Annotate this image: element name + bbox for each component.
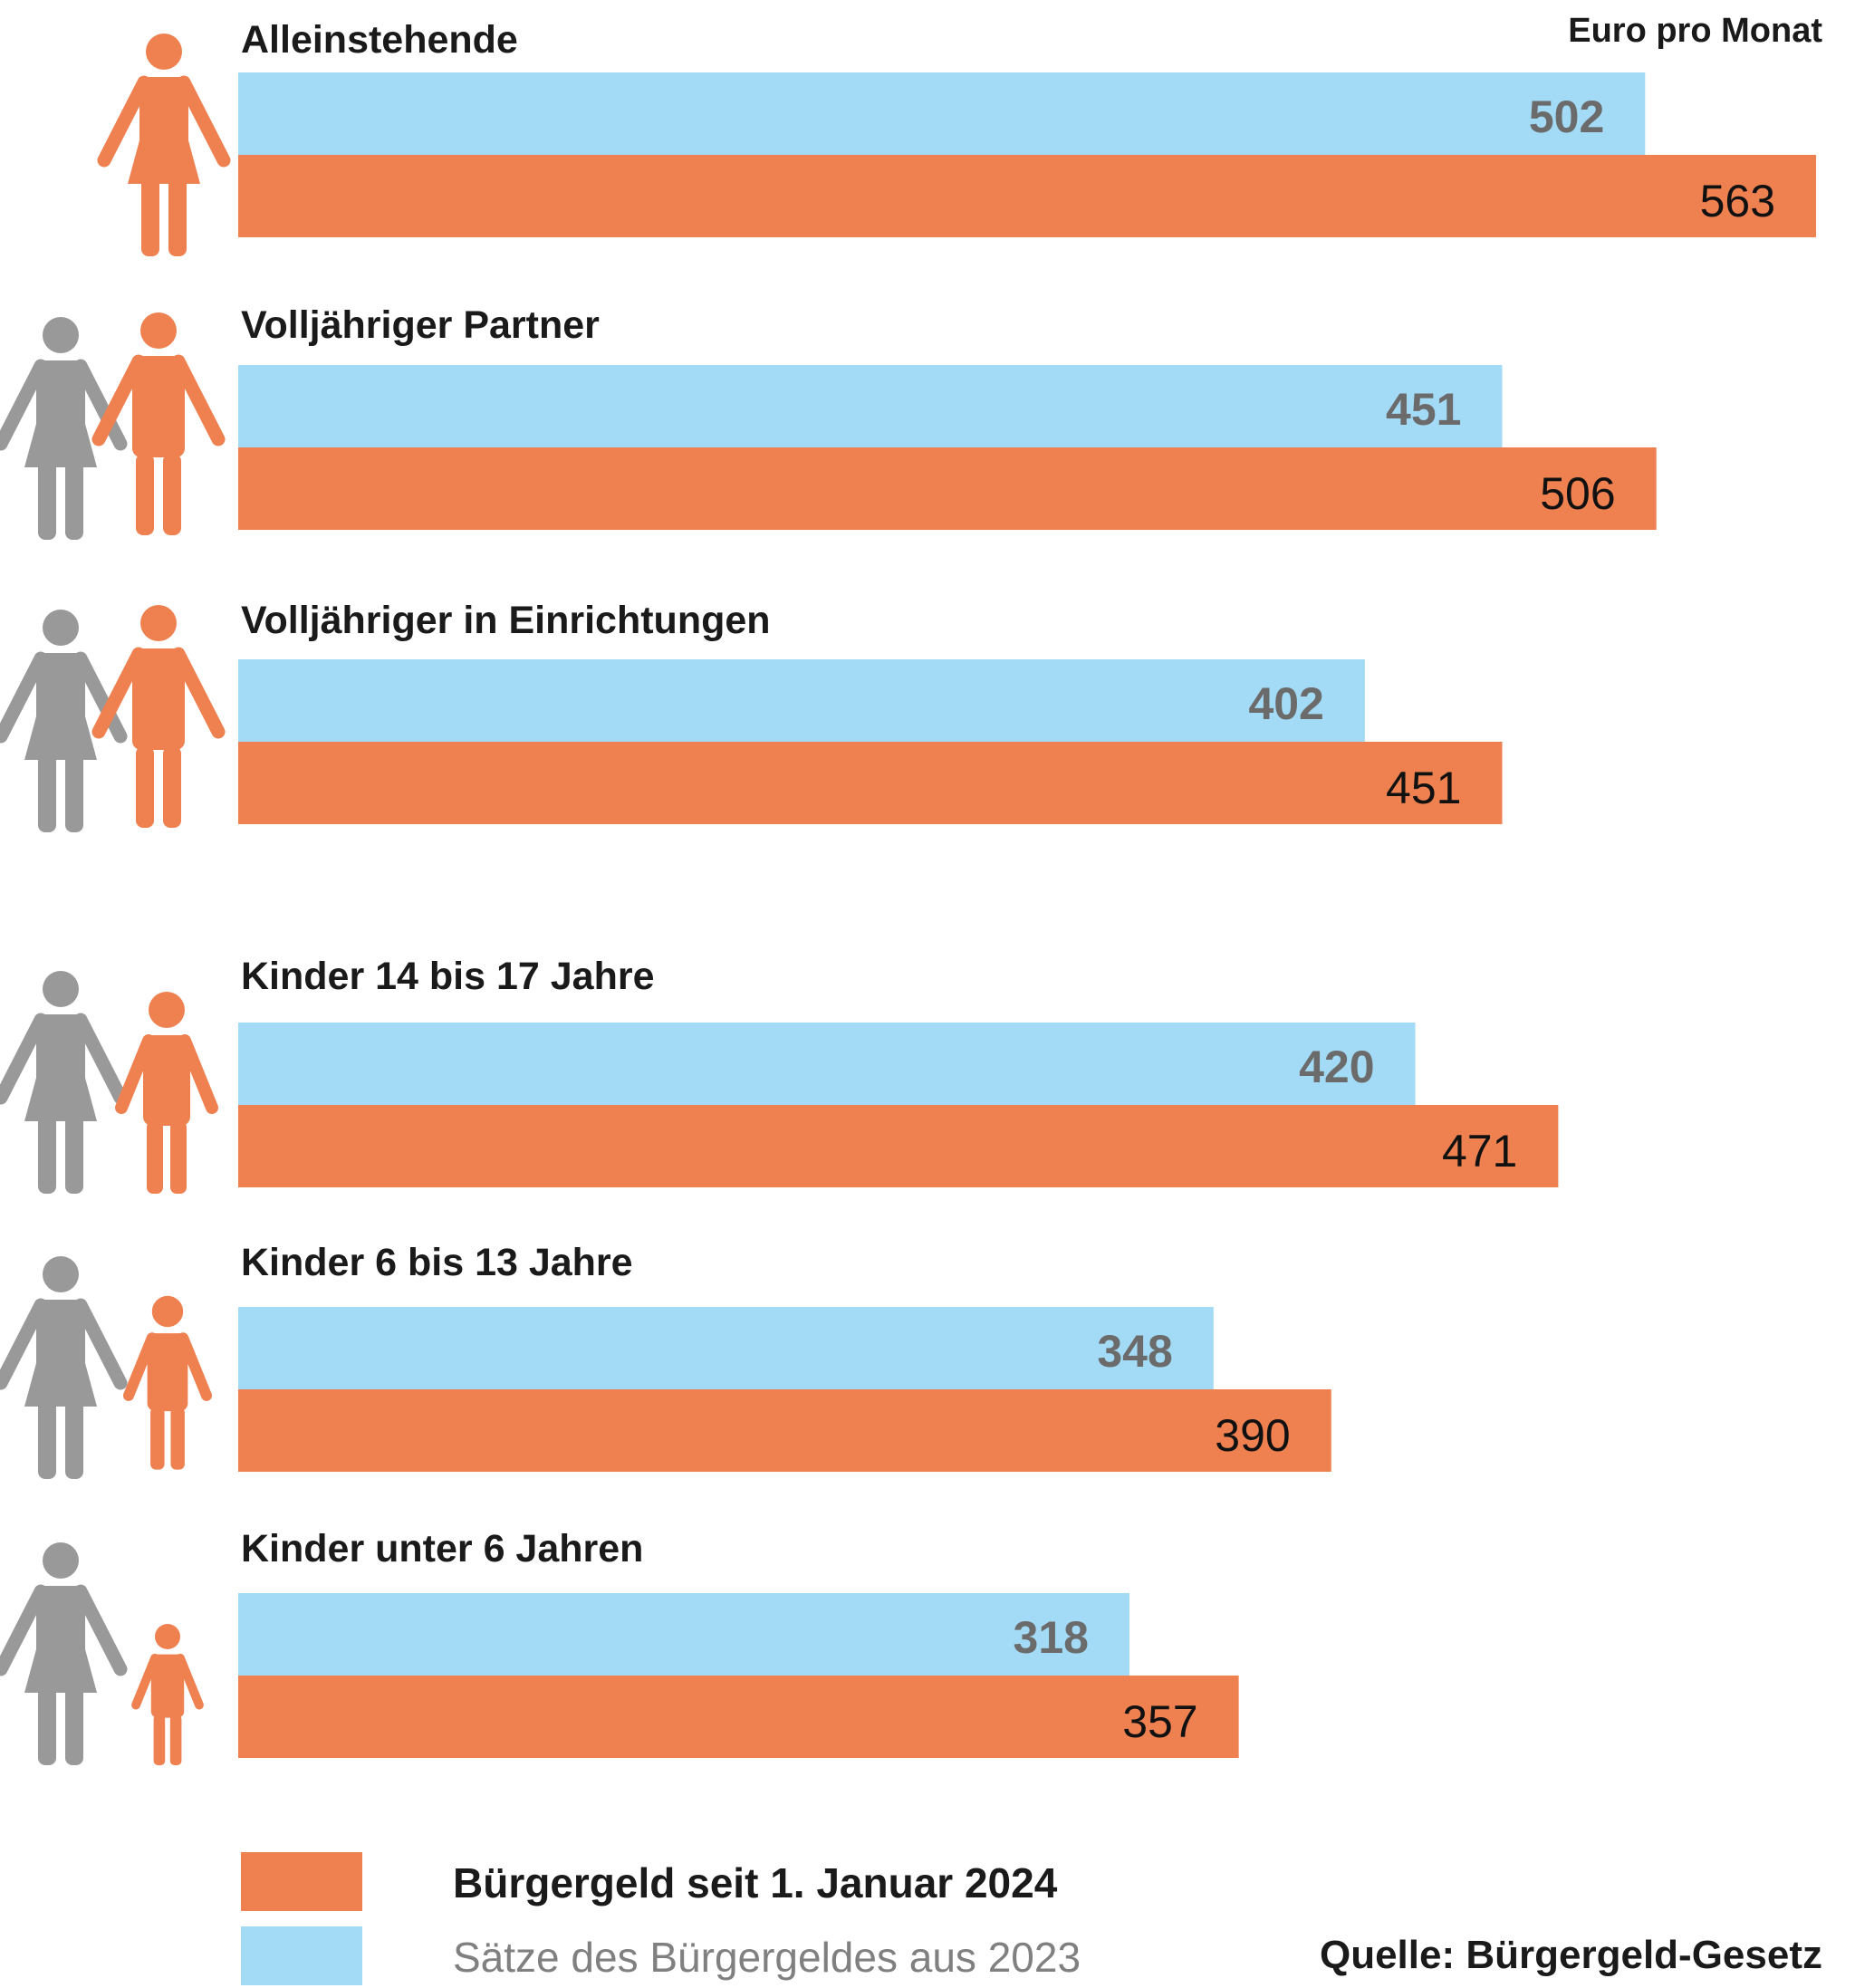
couple-icon [91, 605, 226, 828]
bar-2023 [238, 365, 1503, 447]
parent-teen-icon [115, 992, 218, 1194]
bars [238, 72, 1817, 1758]
category-title: Alleinstehende [241, 18, 518, 62]
couple-icon [91, 312, 226, 535]
bar-2023 [238, 1307, 1214, 1389]
person-icons [0, 34, 231, 1766]
value-label-2024: 357 [1122, 1696, 1197, 1747]
value-label-2024: 563 [1700, 176, 1775, 226]
bar-2024 [238, 155, 1817, 237]
bar-2024 [238, 447, 1657, 530]
value-label-2023: 502 [1529, 91, 1604, 142]
category-title: Kinder unter 6 Jahren [241, 1527, 643, 1570]
woman-icon [97, 34, 231, 256]
category-title: Kinder 14 bis 17 Jahre [241, 955, 655, 998]
couple-icon-partner [0, 610, 128, 832]
labels: Alleinstehende 502 563 Volljähriger Partner… [241, 12, 1822, 1747]
legend-label: Bürgergeld seit 1. Januar 2024 [453, 1859, 1058, 1906]
legend-swatch [241, 1852, 362, 1911]
bar-2023 [238, 659, 1365, 742]
legend-label: Sätze des Bürgergeldes aus 2023 [453, 1934, 1081, 1981]
unit-label: Euro pro Monat [1568, 12, 1822, 50]
bar-2024 [238, 1676, 1239, 1758]
parent-toddler-icon-parent [0, 1542, 128, 1765]
bar-2024 [238, 1105, 1559, 1187]
bar-2023 [238, 1023, 1416, 1105]
value-label-2024: 390 [1215, 1410, 1290, 1461]
parent-toddler-icon [131, 1624, 204, 1766]
couple-icon-partner [0, 317, 128, 540]
legend: Bürgergeld seit 1. Januar 2024 Sätze des … [241, 1852, 1822, 1985]
value-label-2023: 318 [1014, 1612, 1089, 1663]
value-label-2024: 506 [1540, 468, 1615, 519]
value-label-2023: 402 [1248, 678, 1323, 729]
value-label-2023: 420 [1299, 1042, 1374, 1092]
category-title: Kinder 6 bis 13 Jahre [241, 1241, 633, 1284]
value-label-2023: 451 [1386, 384, 1461, 435]
legend-swatch [241, 1926, 362, 1985]
bar-2023 [238, 1593, 1129, 1676]
value-label-2024: 471 [1442, 1126, 1517, 1176]
bar-2023 [238, 72, 1646, 155]
category-title: Volljähriger in Einrichtungen [241, 599, 771, 642]
parent-child-icon-parent [0, 1256, 128, 1479]
source-label: Quelle: Bürgergeld-Gesetz [1320, 1933, 1822, 1977]
parent-child-icon [122, 1295, 213, 1470]
category-title: Volljähriger Partner [241, 303, 600, 347]
bar-2024 [238, 1389, 1331, 1472]
bar-2024 [238, 742, 1503, 824]
parent-teen-icon-parent [0, 971, 128, 1194]
value-label-2023: 348 [1097, 1326, 1172, 1377]
value-label-2024: 451 [1386, 763, 1461, 813]
